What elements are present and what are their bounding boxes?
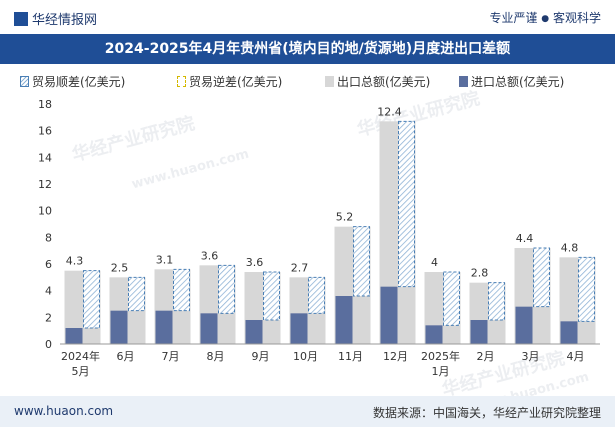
import-bar — [290, 313, 308, 344]
surplus-data-label: 2.5 — [111, 261, 129, 274]
import-bar — [470, 320, 488, 344]
data-labels: 4.3 2.5 3.1 3.6 3.6 2.7 5.2 12.4 4 2.8 4.4 4.8 — [66, 105, 579, 279]
x-tick-label-line2: 5月 — [72, 365, 90, 378]
import-bar — [110, 310, 128, 344]
x-tick-label: 7月 — [162, 350, 180, 363]
y-tick-label: 10 — [38, 205, 52, 218]
surplus-bar — [308, 276, 325, 314]
import-bar — [425, 325, 443, 344]
surplus-bar — [128, 276, 145, 312]
import-bar — [335, 296, 353, 344]
y-tick-label: 2 — [45, 311, 52, 324]
x-tick-label: 2024年 — [61, 349, 100, 363]
brand[interactable]: 华经情报网 — [14, 9, 97, 28]
y-axis: 0 2 4 6 8 10 12 14 16 18 — [38, 98, 52, 351]
import-bar — [380, 286, 398, 344]
surplus-bar — [443, 271, 460, 326]
footer: www.huaon.com 数据来源：中国海关，华经产业研究院整理 — [0, 396, 615, 427]
surplus-data-label: 4 — [431, 256, 438, 269]
x-tick-label: 8月 — [207, 350, 225, 363]
brand-name: 华经情报网 — [32, 13, 98, 28]
surplus-bar — [578, 256, 595, 322]
title-bar: 2024-2025年4月年贵州省(境内目的地/货源地)月度进出口差额 — [0, 34, 615, 64]
surplus-bar — [218, 264, 235, 314]
import-bar — [65, 328, 83, 344]
surplus-data-label: 5.2 — [336, 211, 354, 224]
legend-swatch-deficit — [177, 76, 186, 87]
legend-label-deficit: 贸易逆差(亿美元) — [189, 75, 283, 89]
surplus-bar — [83, 270, 100, 329]
surplus-data-label: 2.7 — [291, 261, 309, 274]
y-tick-label: 6 — [45, 258, 52, 271]
import-bar — [245, 320, 263, 344]
legend-item-export[interactable]: 出口总额(亿美元) — [325, 73, 430, 90]
x-tick-label: 2月 — [477, 350, 495, 363]
brand-logo-icon — [14, 12, 28, 26]
bars — [64, 120, 596, 344]
legend: 贸易顺差(亿美元) 贸易逆差(亿美元) 出口总额(亿美元) 进口总额(亿美元) — [20, 73, 610, 93]
footer-source: 数据来源：中国海关，华经产业研究院整理 — [372, 406, 601, 420]
surplus-data-label: 4.3 — [66, 255, 84, 268]
legend-swatch-export — [325, 76, 334, 87]
surplus-bar — [488, 282, 505, 321]
y-tick-label: 14 — [38, 151, 52, 164]
x-tick-label: 9月 — [252, 350, 270, 363]
x-tick-label-line2: 1月 — [432, 365, 450, 378]
import-bar — [560, 321, 578, 344]
slogan-right: 客观科学 — [552, 11, 601, 25]
surplus-bar — [263, 271, 280, 321]
y-tick-label: 8 — [45, 231, 52, 244]
import-bar — [515, 306, 533, 344]
surplus-bar — [533, 247, 550, 308]
slogan-separator: ● — [541, 14, 550, 24]
y-tick-label: 12 — [38, 178, 52, 191]
x-tick-label: 11月 — [338, 350, 363, 363]
x-tick-label: 10月 — [293, 350, 318, 363]
legend-item-import[interactable]: 进口总额(亿美元) — [459, 73, 564, 90]
y-tick-label: 16 — [38, 125, 52, 138]
legend-item-surplus[interactable]: 贸易顺差(亿美元) — [20, 73, 125, 90]
slogan-left: 专业严谨 — [489, 11, 538, 25]
footer-site-link[interactable]: www.huaon.com — [14, 404, 114, 418]
surplus-data-label: 3.6 — [246, 256, 264, 269]
x-tick-label: 6月 — [117, 350, 135, 363]
chart-title: 2024-2025年4月年贵州省(境内目的地/货源地)月度进出口差额 — [104, 41, 511, 57]
x-axis: 2024年 5月 6月 7月 8月 9月 10月 11月 12月 2025年 1月 2月 3月 4月 — [60, 343, 600, 378]
surplus-bar — [353, 226, 370, 297]
surplus-data-label: 3.1 — [156, 253, 174, 266]
surplus-data-label: 12.4 — [377, 105, 402, 118]
surplus-data-label: 4.4 — [516, 232, 534, 245]
surplus-data-label: 3.6 — [201, 249, 219, 262]
surplus-bar — [398, 120, 415, 288]
surplus-data-label: 4.8 — [561, 241, 579, 254]
x-tick-label: 3月 — [522, 350, 540, 363]
legend-item-deficit[interactable]: 贸易逆差(亿美元) — [177, 73, 282, 90]
legend-swatch-import — [459, 76, 468, 87]
y-tick-label: 0 — [45, 338, 52, 351]
legend-label-surplus: 贸易顺差(亿美元) — [32, 75, 126, 89]
y-tick-label: 18 — [38, 98, 52, 111]
x-tick-label: 2025年 — [421, 349, 460, 363]
surplus-bar — [173, 268, 190, 312]
y-tick-label: 4 — [45, 285, 52, 298]
import-bar — [200, 313, 218, 344]
legend-label-export: 出口总额(亿美元) — [337, 75, 431, 89]
legend-label-import: 进口总额(亿美元) — [471, 75, 565, 89]
slogan: 专业严谨 ● 客观科学 — [489, 9, 601, 26]
x-tick-label: 12月 — [383, 350, 408, 363]
bar-chart: 0 2 4 6 8 10 12 14 16 18 4.3 2.5 3.1 3.6 3.6 2.7 5.2 12.… — [38, 98, 600, 378]
x-tick-label: 4月 — [567, 350, 585, 363]
import-bar — [155, 310, 173, 344]
legend-swatch-surplus — [20, 76, 29, 87]
surplus-data-label: 2.8 — [471, 267, 489, 280]
top-bar: 华经情报网 专业严谨 ● 客观科学 — [0, 0, 615, 34]
